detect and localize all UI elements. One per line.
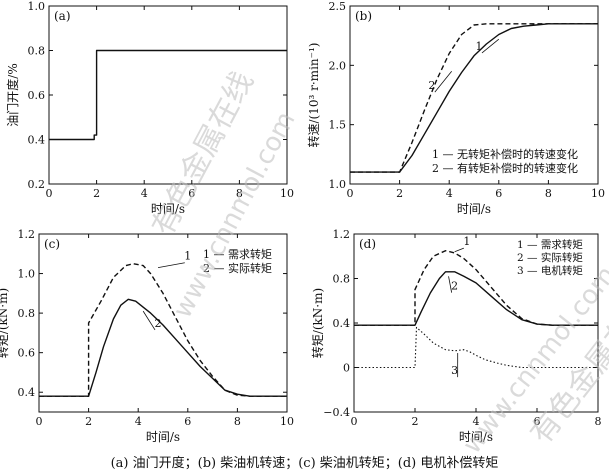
x-tick-label: 2: [93, 187, 100, 200]
x-axis-label: 时间/s: [146, 430, 180, 444]
annotation-label: 2: [451, 280, 458, 293]
x-tick-label: 0: [351, 415, 358, 428]
series-line: [350, 23, 598, 173]
annotation-label: 1: [463, 235, 470, 248]
y-tick-label: −0.4: [323, 406, 350, 419]
y-tick-label: 1.0: [28, 0, 46, 13]
legend-entry: 1 — 无转矩补偿时的转速变化: [432, 147, 578, 161]
annotation-label: 1: [184, 250, 191, 263]
y-tick-label: 0.8: [18, 307, 36, 320]
x-tick-label: 2: [412, 415, 419, 428]
y-tick-label: 0.8: [28, 45, 46, 58]
chart-panel: 0 2 4 6 8 10 0.2 0.4 0.6 0.8 1.0 (a) 时间/s 油门开度/%: [5, 0, 294, 216]
panel-label: (b): [355, 9, 372, 23]
y-axis-label: 转矩/(kN·m): [310, 288, 325, 358]
legend-entry: 2 — 有转矩补偿时的转速变化: [432, 161, 578, 175]
y-axis-label: 转速/(10³ r·min⁻¹): [306, 43, 321, 148]
y-tick-label: 1.2: [333, 228, 351, 241]
x-axis-label: 时间/s: [457, 202, 491, 216]
x-tick-label: 6: [495, 187, 502, 200]
panel-label: (d): [359, 237, 376, 251]
y-tick-label: 1.5: [329, 119, 347, 132]
x-tick-label: 0: [36, 415, 43, 428]
y-tick-label: 0: [343, 362, 350, 375]
x-tick-label: 4: [135, 415, 142, 428]
series-line: [49, 49, 287, 141]
plot-frame: [349, 5, 599, 185]
x-tick-label: 6: [534, 415, 541, 428]
x-tick-label: 8: [595, 415, 602, 428]
annotation-label: 2: [428, 79, 435, 92]
legend-entry: 2 — 实际转矩: [517, 251, 583, 264]
series-line: [354, 271, 598, 326]
chart-panel: 0 2 4 6 8 100.40.60.81.01.2(c)时间/s转矩/(kN·m)12…: [0, 228, 294, 444]
series-line: [354, 326, 598, 369]
x-tick-label: 6: [188, 187, 195, 200]
y-tick-label: 0.8: [333, 273, 351, 286]
y-tick-label: 1.0: [329, 178, 347, 191]
chart-panel: 0 2 4 6 8 10 1.0 1.5 2.0 2.5 (b) 时间/s 转速/(10³ r·min⁻…: [306, 0, 605, 216]
x-tick-label: 0: [347, 187, 354, 200]
series-line: [354, 249, 598, 326]
annotation-leader: [434, 71, 452, 93]
legend-entry: 1 — 需求转矩: [517, 238, 583, 251]
annotation-leader: [157, 262, 185, 269]
y-tick-label: 0.6: [18, 347, 36, 360]
y-tick-label: 1.0: [18, 268, 36, 281]
x-tick-label: 0: [46, 187, 53, 200]
y-tick-label: 0.4: [28, 134, 46, 147]
annotation-label: 2: [155, 317, 162, 330]
annotation-leader: [481, 38, 500, 54]
annotation-label: 3: [451, 364, 458, 377]
y-axis-label: 油门开度/%: [5, 63, 20, 126]
x-tick-label: 8: [234, 415, 241, 428]
chart-panel: 0 2 4 6 8−0.400.40.81.2(d)时间/s转矩/(kN·m)1231 …: [310, 228, 602, 444]
y-axis-label: 转矩/(kN·m): [0, 288, 10, 358]
x-tick-label: 4: [473, 415, 480, 428]
y-tick-label: 0.4: [333, 317, 351, 330]
x-tick-label: 4: [446, 187, 453, 200]
annotation-leader: [448, 276, 453, 293]
x-axis-label: 时间/s: [459, 430, 493, 444]
legend-entry: 1 — 需求转矩: [203, 247, 272, 261]
y-tick-label: 1.2: [18, 228, 36, 241]
y-tick-label: 2.5: [329, 0, 347, 13]
figure-caption: (a) 油门开度；(b) 柴油机转速；(c) 柴油机转矩；(d) 电机补偿转矩: [110, 456, 499, 471]
panel-label: (a): [54, 9, 71, 23]
plot-frame: [38, 233, 288, 413]
annotation-label: 1: [475, 40, 482, 53]
series-line: [39, 298, 287, 397]
annotation-leader: [454, 247, 464, 253]
x-tick-label: 8: [236, 187, 243, 200]
x-axis-label: 时间/s: [151, 202, 185, 216]
plot-frame: [48, 5, 288, 185]
x-tick-label: 6: [184, 415, 191, 428]
legend-entry: 2 — 实际转矩: [203, 261, 272, 275]
x-tick-label: 2: [396, 187, 403, 200]
series-line: [39, 263, 287, 397]
legend-entry: 3 — 电机转矩: [517, 264, 583, 277]
y-tick-label: 2.0: [329, 59, 347, 72]
panel-label: (c): [44, 237, 60, 251]
x-tick-label: 4: [141, 187, 148, 200]
y-tick-label: 0.6: [28, 89, 46, 102]
x-tick-label: 8: [545, 187, 552, 200]
annotation-leader: [142, 310, 156, 331]
x-tick-label: 10: [280, 187, 294, 200]
x-tick-label: 2: [85, 415, 92, 428]
x-tick-label: 10: [591, 187, 605, 200]
y-tick-label: 0.2: [28, 178, 46, 191]
y-tick-label: 0.4: [18, 386, 36, 399]
x-tick-label: 10: [280, 415, 294, 428]
